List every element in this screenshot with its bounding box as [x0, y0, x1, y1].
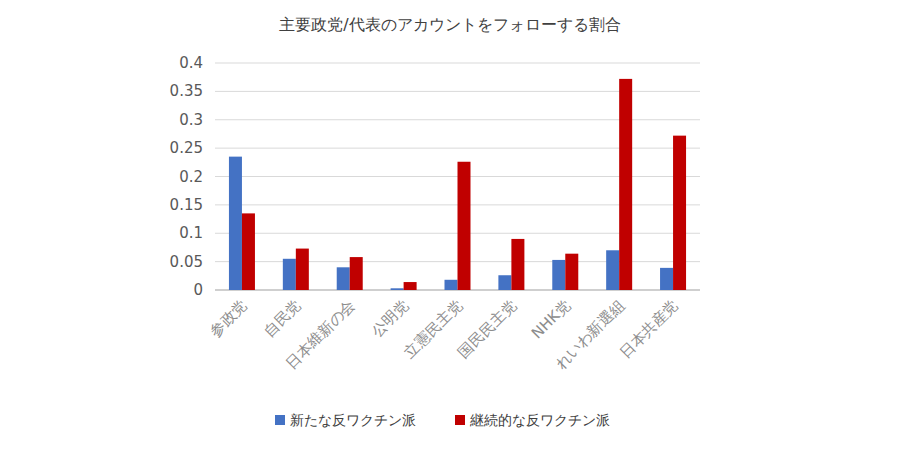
- x-tick-label: 自民党: [260, 296, 305, 341]
- bar: [337, 267, 350, 290]
- bar: [242, 213, 255, 290]
- y-tick-label: 0.4: [179, 54, 203, 72]
- legend: 新たな反ワクチン派 継続的な反ワクチン派: [275, 412, 610, 428]
- y-tick-label: 0: [193, 281, 203, 299]
- y-tick-label: 0.1: [179, 224, 203, 242]
- y-tick-label: 0.2: [179, 168, 203, 186]
- y-tick-label: 0.3: [179, 111, 203, 129]
- grid-line: [215, 63, 700, 64]
- bar: [619, 79, 632, 290]
- bars: [229, 79, 686, 290]
- bar: [283, 259, 296, 290]
- x-tick-label: 国民民主党: [454, 296, 520, 362]
- title: 主要政党/代表のアカウントをフォローする割合: [279, 15, 620, 34]
- y-tick-label: 0.25: [170, 139, 203, 157]
- legend-swatch: [455, 415, 465, 425]
- legend-swatch: [275, 415, 285, 425]
- bar: [458, 162, 471, 290]
- bar: [445, 280, 458, 290]
- bar: [229, 157, 242, 290]
- bar: [552, 260, 565, 290]
- bar: [350, 257, 363, 290]
- x-tick-label: れいわ新選組: [552, 296, 628, 372]
- bar: [498, 275, 511, 290]
- x-tick-label: 公明党: [368, 296, 413, 341]
- bar: [565, 254, 578, 290]
- y-tick-label: 0.05: [170, 253, 203, 271]
- x-tick-label: 参政党: [206, 296, 251, 341]
- bar: [673, 136, 686, 290]
- x-tick-label: NHK党: [528, 296, 574, 342]
- x-tick-label: 日本維新の会: [282, 296, 358, 372]
- chart-container: 主要政党/代表のアカウントをフォローする割合 0 0.05 0.1 0.15 0.2 0.2…: [0, 0, 900, 450]
- chart-svg: 主要政党/代表のアカウントをフォローする割合 0 0.05 0.1 0.15 0.2 0.2…: [0, 0, 900, 450]
- bar: [511, 239, 524, 290]
- bar: [606, 250, 619, 290]
- y-tick-label: 0.15: [170, 196, 203, 214]
- legend-label: 継続的な反ワクチン派: [469, 412, 610, 428]
- x-tick-label: 日本共産党: [616, 296, 682, 362]
- bar: [660, 268, 673, 290]
- bar: [404, 282, 417, 290]
- bar: [391, 288, 404, 290]
- bar: [296, 249, 309, 290]
- legend-label: 新たな反ワクチン派: [290, 412, 416, 428]
- y-tick-label: 0.35: [170, 82, 203, 100]
- grid: [215, 63, 700, 290]
